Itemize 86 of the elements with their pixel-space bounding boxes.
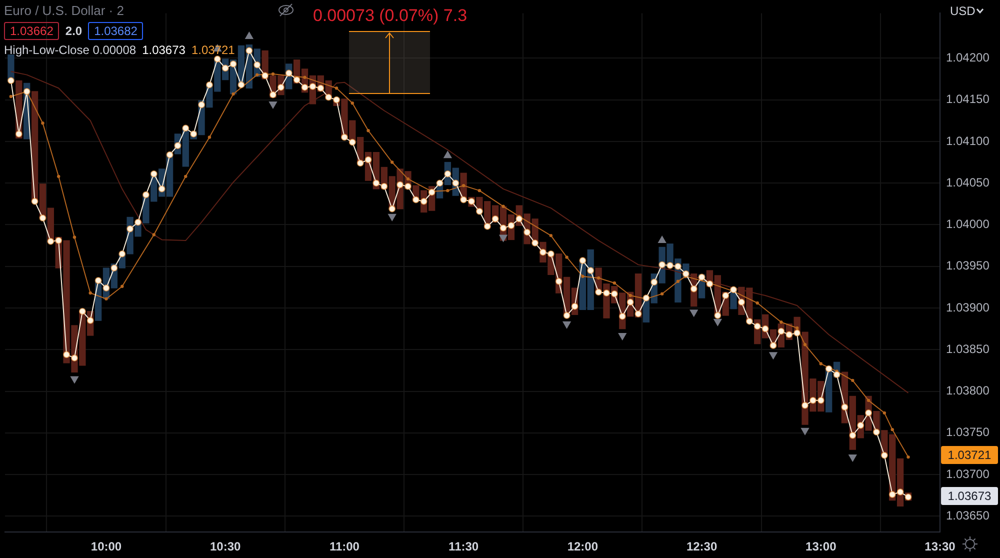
point (801, 428, 809, 435)
point (562, 321, 571, 328)
y-tick-label: 1.03850 (946, 342, 990, 356)
y-tick-label: 1.03900 (946, 300, 990, 314)
point (851, 378, 854, 382)
point (269, 101, 277, 108)
point (756, 301, 759, 305)
point (803, 343, 807, 346)
x-tick-label: 12:30 (686, 540, 718, 554)
text: 1.03673 (941, 487, 998, 505)
point (184, 174, 188, 178)
point (462, 184, 466, 188)
y-tick-label: 1.04200 (946, 50, 990, 64)
y-tick-label: 1.04050 (946, 175, 990, 190)
point (628, 294, 632, 298)
y-tick-label: 1.03800 (946, 384, 990, 398)
point (390, 160, 394, 164)
annotation: 0.00073 (0.07%) 7.3 (312, 6, 468, 26)
point (882, 411, 886, 415)
point (41, 122, 44, 125)
point (714, 318, 722, 326)
point (152, 233, 156, 236)
point (9, 94, 13, 98)
point (549, 234, 553, 238)
point (795, 326, 799, 330)
point (499, 234, 508, 242)
y-tick-label: 1.04100 (946, 134, 990, 148)
point (88, 291, 92, 295)
x-tick-label: 13:00 (806, 540, 837, 554)
point (690, 310, 698, 317)
point (334, 86, 338, 90)
point (406, 177, 410, 181)
point (446, 188, 450, 192)
point (388, 214, 396, 221)
x-tick-label: 10:30 (210, 540, 242, 554)
x-tick-label: 11:00 (329, 540, 360, 554)
point (256, 73, 259, 76)
point (104, 297, 108, 300)
annotation: 1.03721 (191, 43, 235, 57)
y-tick-label: 1.04000 (946, 217, 990, 232)
annotation: 1.03682 (88, 22, 144, 40)
text: 1.03721 (941, 446, 998, 464)
point (906, 455, 910, 459)
point (70, 376, 78, 384)
y-tick-label: 1.03750 (946, 425, 990, 440)
point (366, 129, 370, 132)
annotation: 1.03662 (4, 22, 60, 40)
y-tick-label: 1.04150 (946, 92, 990, 106)
y-tick-label: 1.03700 (946, 466, 990, 481)
point (271, 72, 275, 76)
point (72, 236, 76, 239)
point (581, 274, 584, 278)
annotation: 2.0 (65, 24, 82, 38)
point (612, 281, 616, 285)
point (819, 362, 822, 366)
point (232, 92, 235, 96)
x-tick-label: 12:00 (567, 540, 598, 554)
point (769, 352, 778, 360)
point (848, 454, 857, 462)
y-tick-label: 1.03950 (946, 258, 990, 273)
annotation: 1.03673 (142, 43, 186, 57)
point (350, 102, 354, 105)
x-tick-label: 11:30 (448, 540, 479, 554)
point (618, 332, 626, 340)
point (890, 428, 894, 432)
y-axis-title: USD (950, 4, 976, 18)
point (565, 256, 568, 259)
point (658, 236, 666, 244)
point (120, 284, 124, 288)
point (303, 76, 306, 79)
point (245, 32, 254, 40)
x-tick-label: 10:00 (90, 540, 122, 554)
point (866, 398, 870, 402)
point (676, 280, 680, 283)
point (57, 174, 60, 178)
point (502, 204, 505, 208)
point (596, 276, 600, 280)
point (660, 292, 664, 296)
x-tick-label: 13:30 (924, 540, 956, 554)
point (780, 320, 783, 324)
y-tick-label: 1.03650 (946, 508, 990, 522)
point (478, 188, 482, 192)
annotation: High-Low-Close 0.00008 (4, 43, 136, 57)
point (444, 151, 452, 158)
point (208, 136, 212, 139)
chart-title: Euro / U.S. Dollar · 2 (4, 3, 124, 18)
